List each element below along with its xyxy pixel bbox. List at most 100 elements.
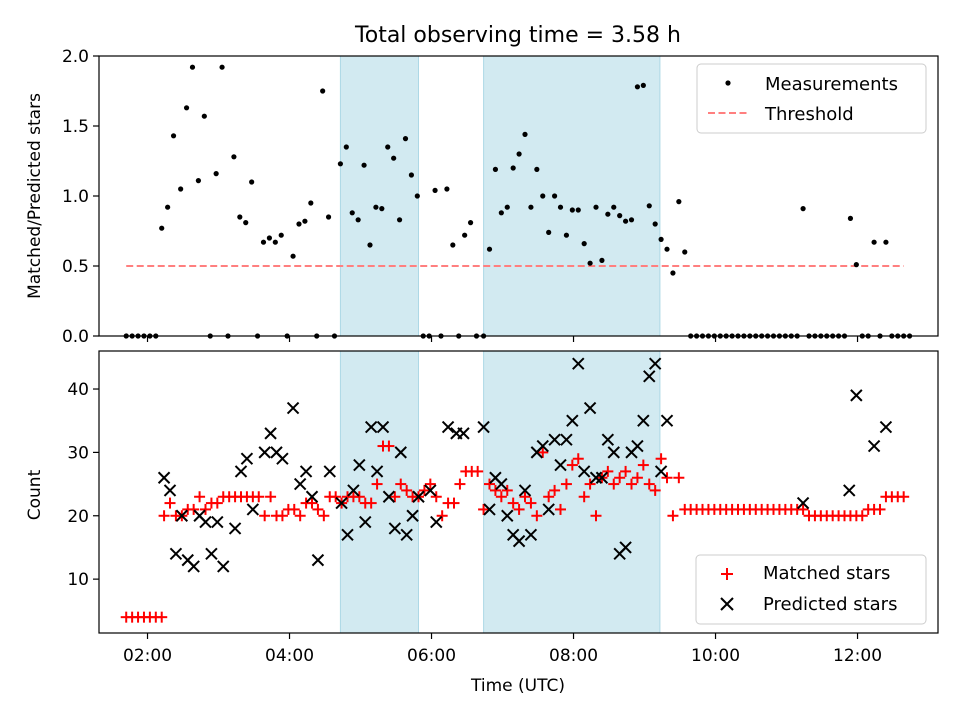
matched-star-marker — [572, 453, 584, 465]
matched-star-marker — [797, 503, 809, 515]
observing-span — [483, 55, 661, 337]
predicted-star-marker — [843, 484, 856, 497]
measurement-point — [396, 217, 403, 223]
predicted-star-marker — [483, 503, 496, 516]
top-legend-box — [696, 63, 927, 134]
matched-star-marker — [318, 510, 330, 522]
observing-span — [483, 350, 661, 634]
predicted-star-marker — [382, 490, 396, 503]
matched-star-marker — [608, 478, 620, 490]
predicted-star-marker — [286, 401, 300, 415]
matched-star-marker — [501, 484, 513, 496]
measurement-point — [664, 246, 670, 252]
legend-predicted-marker — [720, 597, 734, 611]
matched-star-marker — [211, 497, 223, 509]
predicted-star-marker — [548, 433, 561, 446]
bottom-x-tick-label: 04:00 — [265, 646, 314, 666]
bottom-x-axis-label: Time (UTC) — [470, 676, 565, 696]
measurement-point — [414, 193, 420, 199]
matched-star-marker — [525, 497, 537, 509]
matched-star-marker — [288, 503, 300, 515]
measurement-point — [170, 133, 177, 139]
predicted-star-marker — [364, 420, 378, 434]
matched-star-marker — [626, 478, 638, 490]
measurement-point — [290, 253, 296, 259]
measurement-point — [432, 187, 438, 193]
predicted-star-marker — [305, 490, 319, 503]
predicted-star-marker — [512, 534, 526, 548]
legend-matched-marker — [721, 568, 733, 580]
measurement-point — [402, 136, 409, 142]
predicted-star-marker — [637, 414, 650, 427]
measurement-point — [546, 229, 552, 235]
predicted-star-marker — [400, 528, 413, 541]
measurement-point — [853, 262, 859, 268]
matched-star-marker — [294, 510, 306, 522]
matched-star-marker — [253, 491, 265, 503]
matched-star-marker — [649, 484, 661, 496]
matched-star-marker — [531, 510, 543, 522]
matched-star-marker — [590, 510, 602, 522]
top-y-tick-label: 2.0 — [62, 47, 89, 67]
measurement-point — [325, 214, 332, 220]
measurement-point — [640, 82, 646, 88]
predicted-star-marker — [583, 401, 597, 415]
predicted-star-marker — [879, 420, 893, 434]
measurement-point — [278, 232, 284, 238]
legend-measurements-marker — [725, 80, 731, 86]
measurement-point — [847, 215, 854, 221]
measurement-point — [385, 144, 391, 150]
predicted-star-marker — [643, 370, 656, 383]
measurement-point — [492, 166, 499, 172]
predicted-star-marker — [501, 509, 514, 522]
predicted-star-marker — [376, 420, 390, 434]
predicted-star-marker — [311, 553, 325, 567]
matched-star-marker — [519, 491, 531, 503]
matched-star-marker — [259, 510, 271, 522]
measurement-point — [379, 206, 385, 212]
measurement-point — [462, 232, 468, 238]
matched-star-marker — [430, 491, 442, 503]
matched-star-marker — [383, 440, 395, 452]
matched-star-marker — [584, 478, 596, 490]
matched-star-marker — [667, 510, 679, 522]
measurement-point — [349, 210, 355, 216]
measurement-point — [391, 155, 397, 161]
measurement-point — [587, 260, 593, 266]
predicted-star-marker — [157, 471, 171, 484]
matched-star-marker — [365, 497, 377, 509]
predicted-star-marker — [566, 414, 579, 427]
measurement-point — [231, 154, 237, 160]
predicted-star-marker — [572, 357, 585, 370]
matched-star-marker — [898, 491, 910, 503]
matched-star-marker — [472, 465, 484, 477]
matched-star-marker — [436, 510, 448, 522]
measurement-point — [551, 193, 558, 199]
measurement-point — [337, 161, 344, 167]
matched-star-marker — [661, 472, 673, 484]
predicted-star-marker — [589, 471, 603, 484]
bottom-y-tick-label: 20 — [67, 507, 89, 527]
matched-star-marker — [371, 478, 383, 490]
predicted-star-marker — [424, 484, 437, 497]
predicted-star-marker — [353, 458, 366, 472]
bottom-y-tick-label: 30 — [67, 443, 89, 463]
measurement-point — [575, 207, 581, 213]
predicted-star-marker — [595, 471, 609, 484]
measurement-point — [563, 232, 570, 238]
predicted-star-marker — [258, 446, 271, 459]
predicted-star-marker — [240, 452, 254, 465]
measurement-point — [676, 199, 682, 205]
predicted-star-marker — [577, 465, 591, 478]
matched-star-marker — [560, 478, 572, 490]
matched-star-marker — [448, 497, 460, 509]
matched-star-marker — [578, 491, 590, 503]
measurement-point — [646, 203, 652, 209]
top-panel: 0.00.51.01.52.0 Matched/Predicted stars … — [25, 47, 939, 347]
matched-star-marker — [194, 491, 206, 503]
matched-star-marker — [312, 503, 324, 515]
predicted-star-marker — [542, 503, 555, 516]
bottom-x-tick-label: 10:00 — [691, 646, 740, 666]
predicted-star-marker — [867, 439, 881, 453]
